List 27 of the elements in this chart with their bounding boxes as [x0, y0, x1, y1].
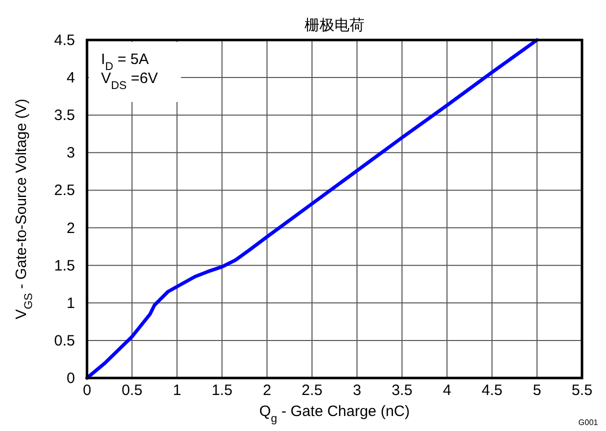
y-tick-label: 0 — [66, 370, 75, 387]
annotation: G001 — [578, 418, 598, 427]
y-tick-label: 1.5 — [54, 257, 75, 274]
y-tick-label: 4.5 — [54, 32, 75, 49]
x-tick-label: 0 — [82, 382, 92, 399]
y-tick-label: 0.5 — [54, 332, 75, 350]
x-tick-label: 5.5 — [572, 382, 592, 399]
xlabel: Q$_{g}$ - Gate Charge (nC) — [259, 403, 410, 425]
y-tick-label: 3.5 — [54, 107, 75, 124]
y-tick-label: 2 — [66, 220, 75, 237]
y-tick-label: 3 — [66, 144, 75, 162]
annotation: V$_{DS}$ =6V — [101, 70, 158, 92]
x-tick-label: 3.5 — [392, 382, 412, 399]
y-tick-label: 2.5 — [54, 182, 75, 200]
x-tick-label: 2.5 — [302, 382, 322, 399]
x-tick-label: 5 — [532, 382, 542, 399]
x-tick-label: 4.5 — [482, 382, 502, 399]
x-tick-label: 2 — [262, 382, 272, 399]
x-tick-label: 4 — [442, 382, 452, 399]
chart-title: 栅极电荷 — [304, 17, 364, 34]
x-tick-label: 0.5 — [122, 382, 142, 399]
y-tick-label: 4 — [66, 70, 75, 87]
x-tick-label: 1.5 — [212, 382, 232, 399]
annotation: I$_{D}$ = 5A — [101, 51, 149, 73]
y-tick-label: 1 — [66, 294, 75, 312]
x-tick-label: 3 — [352, 382, 362, 399]
x-tick-label: 1 — [172, 382, 182, 399]
